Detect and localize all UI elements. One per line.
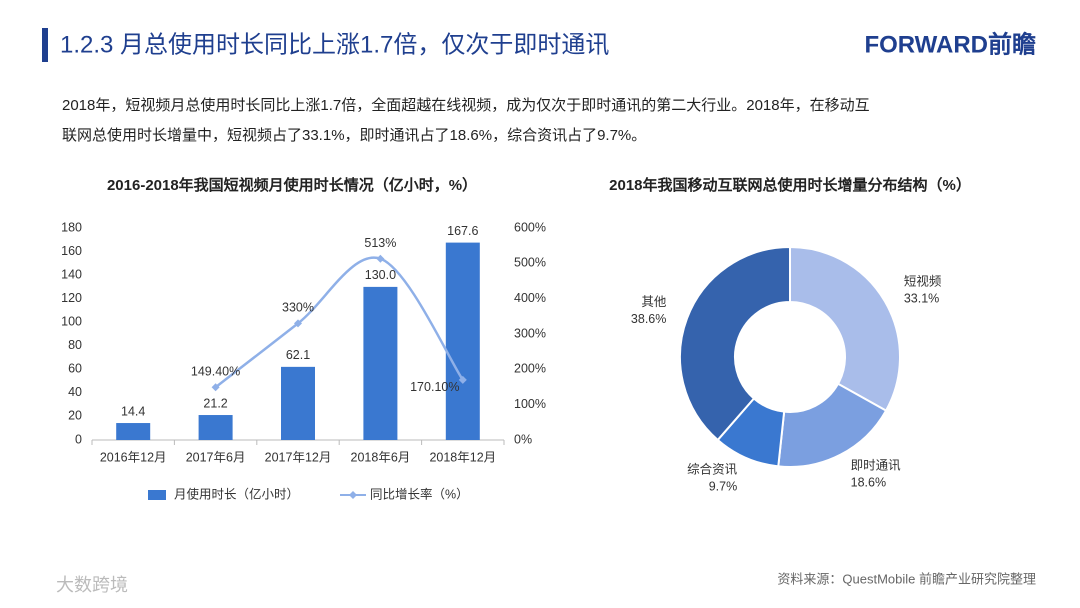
y-tick-label: 180: [61, 220, 82, 234]
x-tick-label: 2018年6月: [351, 450, 411, 464]
y-tick-label: 60: [68, 362, 82, 376]
y2-tick-label: 600%: [514, 220, 546, 234]
data-label: 170.10%: [410, 380, 459, 394]
slice-value: 18.6%: [851, 476, 886, 490]
chart-title: 2016-2018年我国短视频月使用时长情况（亿小时，%）: [107, 176, 477, 194]
line-point: [211, 383, 220, 392]
slice-label: 即时通讯: [851, 459, 902, 473]
y2-tick-label: 200%: [514, 362, 546, 376]
x-tick-label: 2017年6月: [186, 450, 246, 464]
data-label: 21.2: [203, 396, 227, 410]
data-label: 62.1: [286, 348, 310, 362]
line: [214, 256, 464, 389]
y-tick-label: 40: [68, 385, 82, 399]
line-point: [294, 319, 302, 328]
data-label: 513%: [364, 236, 396, 250]
paragraph-line: 联网总使用时长增量中，短视频占了33.1%，即时通讯占了18.6%，综合资讯占了…: [62, 127, 646, 144]
watermark: 大数跨境: [56, 575, 128, 595]
line-point: [458, 375, 467, 384]
slide-title: 1.2.3 月总使用时长同比上涨1.7倍，仅次于即时通讯: [60, 31, 609, 58]
y-tick-label: 160: [61, 244, 82, 258]
x-tick-label: 2017年12月: [265, 450, 332, 464]
y2-tick-label: 100%: [514, 397, 546, 411]
title-accent: [42, 28, 48, 62]
paragraph-line: 2018年，短视频月总使用时长同比上涨1.7倍，全面超越在线视频，成为仅次于即时…: [62, 96, 870, 114]
y-tick-label: 0: [75, 432, 82, 446]
legend-swatch: [349, 491, 357, 499]
y2-tick-label: 500%: [514, 256, 546, 270]
line-point: [376, 254, 385, 263]
y2-tick-label: 0%: [514, 432, 532, 446]
slice-label: 其他: [641, 295, 667, 309]
slice-value: 9.7%: [709, 479, 738, 493]
bar: [198, 415, 233, 440]
data-label: 149.40%: [191, 365, 240, 379]
bar: [116, 423, 151, 440]
donut-slice: [679, 245, 791, 442]
y-tick-label: 120: [61, 291, 82, 305]
legend-label: 月使用时长（亿小时）: [174, 486, 299, 501]
slice-label: 短视频: [904, 273, 942, 288]
y-tick-label: 20: [68, 409, 82, 423]
slice-value: 33.1%: [904, 291, 939, 305]
y2-tick-label: 400%: [514, 291, 546, 305]
legend-swatch: [148, 490, 166, 500]
data-label: 330%: [282, 301, 314, 315]
donut-slice: [789, 245, 901, 412]
source: 资料来源：QuestMobile 前瞻产业研究院整理: [777, 571, 1036, 586]
y2-tick-label: 300%: [514, 326, 546, 340]
data-label: 130.0: [365, 268, 396, 282]
x-tick-label: 2018年12月: [429, 450, 496, 464]
y-tick-label: 80: [68, 338, 82, 352]
bar: [445, 242, 480, 440]
bar: [363, 286, 398, 440]
bar: [281, 366, 315, 440]
legend-label: 同比增长率（%）: [370, 486, 469, 501]
slice-label: 综合资讯: [687, 461, 738, 476]
slice-value: 38.6%: [631, 312, 666, 326]
data-label: 14.4: [121, 404, 145, 418]
chart-title: 2018年我国移动互联网总使用时长增量分布结构（%）: [609, 176, 971, 194]
y-tick-label: 100: [61, 315, 82, 329]
logo: FORWARD前瞻: [864, 30, 1036, 58]
data-label: 167.6: [447, 224, 478, 238]
y-tick-label: 140: [61, 267, 82, 281]
x-tick-label: 2016年12月: [100, 450, 167, 464]
